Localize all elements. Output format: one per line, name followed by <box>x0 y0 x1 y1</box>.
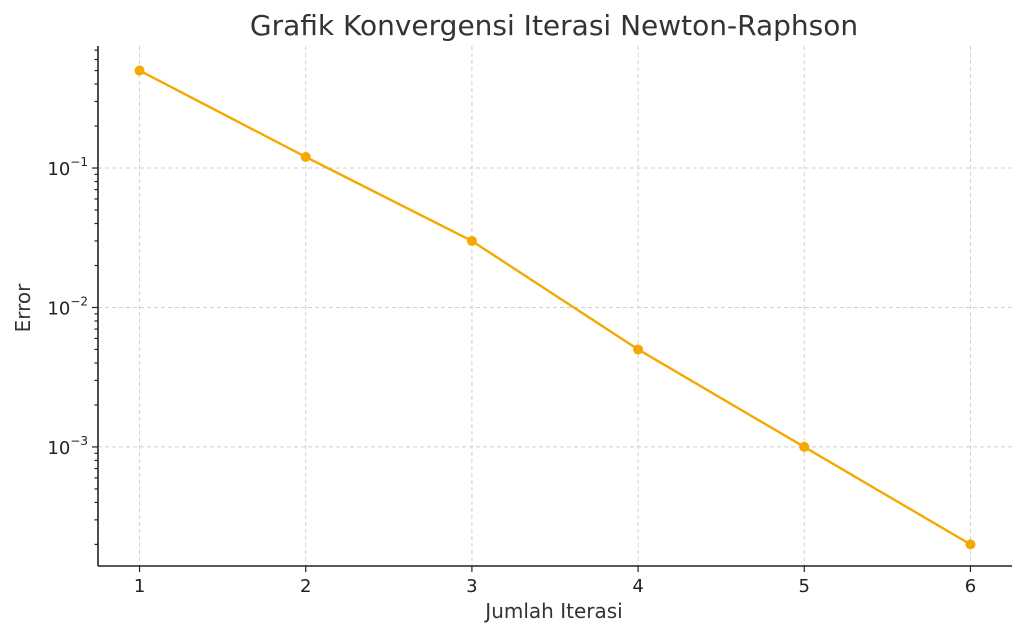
data-point <box>466 235 477 246</box>
series <box>134 65 976 550</box>
y-tick-label: 10−1 <box>47 155 88 180</box>
data-point <box>965 539 976 550</box>
data-point <box>633 344 644 355</box>
x-tick-label: 1 <box>134 576 145 597</box>
y-tick-label: 10−2 <box>47 294 88 319</box>
data-point <box>799 441 810 452</box>
x-tick-label: 3 <box>466 576 477 597</box>
x-tick-label: 2 <box>300 576 311 597</box>
x-tick-label: 5 <box>799 576 810 597</box>
x-axis-label: Jumlah Iterasi <box>483 599 622 623</box>
ticks: 1 2 3 4 5 6 10−1 10−2 10−3 <box>47 49 976 597</box>
data-point <box>134 65 145 76</box>
axes <box>97 46 1012 567</box>
data-point <box>300 151 311 162</box>
grid <box>98 46 1012 566</box>
y-axis-label: Error <box>11 283 35 333</box>
y-tick-label: 10−3 <box>47 434 88 459</box>
chart-title: Grafik Konvergensi Iterasi Newton-Raphso… <box>250 9 858 42</box>
x-tick-label: 4 <box>632 576 643 597</box>
series-line <box>138 69 972 546</box>
x-tick-label: 6 <box>965 576 976 597</box>
